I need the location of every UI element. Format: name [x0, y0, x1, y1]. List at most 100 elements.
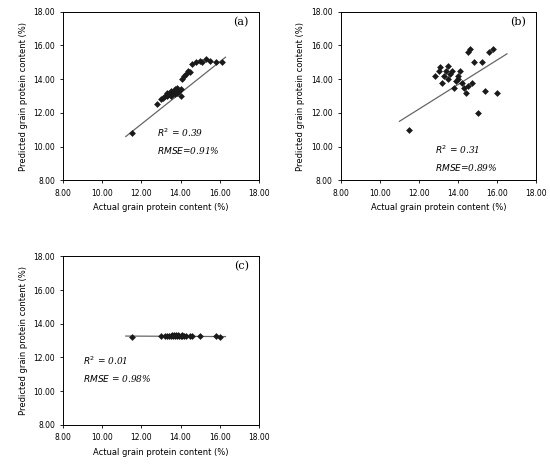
Point [405, 126, 414, 134]
Point [440, 72, 449, 79]
Text: $R^2$ = 0.31: $R^2$ = 0.31 [434, 143, 480, 156]
Point [170, 91, 179, 98]
Point [176, 92, 185, 100]
Point [215, 333, 224, 341]
Point [162, 92, 171, 100]
Point [172, 84, 181, 92]
Point [450, 84, 459, 92]
Text: $R^2$ = 0.39: $R^2$ = 0.39 [157, 127, 204, 139]
Point [162, 89, 171, 96]
Text: $RMSE$=0.89%: $RMSE$=0.89% [434, 162, 497, 173]
Point [168, 89, 177, 96]
Point [196, 332, 205, 340]
Point [158, 94, 167, 101]
Point [211, 58, 220, 66]
Point [477, 58, 486, 66]
Point [446, 71, 455, 78]
Point [170, 332, 179, 340]
Point [197, 58, 206, 66]
Point [172, 89, 181, 96]
Text: $R^2$ = 0.01: $R^2$ = 0.01 [83, 354, 128, 367]
Point [465, 45, 474, 52]
Point [211, 332, 220, 340]
Point [176, 332, 185, 340]
Point [461, 89, 470, 96]
Y-axis label: Predicted grain protein content (%): Predicted grain protein content (%) [296, 21, 305, 170]
Text: $RMSE$=0.91%: $RMSE$=0.91% [157, 145, 220, 156]
Point [455, 67, 464, 74]
Point [434, 67, 443, 74]
Point [168, 332, 177, 340]
Point [166, 87, 175, 95]
Point [180, 332, 189, 340]
Point [182, 332, 191, 340]
Point [184, 67, 192, 74]
Point [206, 57, 214, 64]
Point [153, 101, 162, 108]
Point [452, 77, 460, 85]
Point [157, 96, 166, 103]
Point [182, 71, 191, 78]
X-axis label: Actual grain protein content (%): Actual grain protein content (%) [371, 203, 506, 212]
Point [164, 332, 173, 340]
Point [161, 92, 169, 100]
Point [458, 79, 466, 86]
Point [201, 55, 210, 63]
Point [493, 89, 502, 96]
Point [188, 332, 197, 340]
Point [460, 84, 469, 92]
Point [167, 332, 176, 339]
Point [127, 129, 136, 137]
Point [489, 45, 498, 52]
Point [436, 64, 445, 71]
Point [468, 79, 476, 86]
Point [481, 87, 490, 95]
Point [454, 72, 463, 79]
X-axis label: Actual grain protein content (%): Actual grain protein content (%) [94, 448, 229, 457]
Point [485, 49, 494, 56]
Point [178, 75, 187, 83]
Point [186, 69, 195, 76]
X-axis label: Actual grain protein content (%): Actual grain protein content (%) [94, 203, 229, 212]
Point [172, 332, 181, 340]
Point [169, 332, 178, 339]
Point [192, 58, 201, 66]
Text: (a): (a) [234, 17, 249, 27]
Point [448, 67, 456, 74]
Point [473, 109, 482, 117]
Point [444, 75, 453, 83]
Text: (b): (b) [510, 17, 526, 27]
Point [127, 333, 136, 341]
Point [178, 332, 187, 340]
Point [174, 87, 183, 95]
Point [188, 60, 197, 68]
Y-axis label: Predicted grain protein content (%): Predicted grain protein content (%) [19, 21, 28, 170]
Y-axis label: Predicted grain protein content (%): Predicted grain protein content (%) [19, 266, 28, 415]
Point [186, 332, 195, 340]
Point [469, 58, 478, 66]
Point [171, 332, 180, 339]
Point [174, 332, 183, 340]
Point [217, 58, 226, 66]
Point [430, 72, 439, 79]
Point [442, 67, 451, 74]
Point [444, 62, 453, 70]
Point [157, 332, 166, 340]
Point [176, 85, 185, 93]
Point [166, 332, 175, 340]
Point [173, 332, 182, 339]
Point [164, 91, 173, 98]
Text: $RMSE$ = 0.98%: $RMSE$ = 0.98% [83, 373, 151, 384]
Point [464, 82, 472, 90]
Point [438, 79, 447, 86]
Text: (c): (c) [234, 262, 249, 272]
Point [177, 332, 186, 339]
Point [180, 72, 189, 79]
Point [464, 49, 472, 56]
Point [161, 332, 169, 340]
Point [196, 57, 205, 64]
Point [166, 92, 175, 100]
Point [162, 332, 171, 340]
Point [170, 85, 179, 93]
Point [454, 75, 463, 83]
